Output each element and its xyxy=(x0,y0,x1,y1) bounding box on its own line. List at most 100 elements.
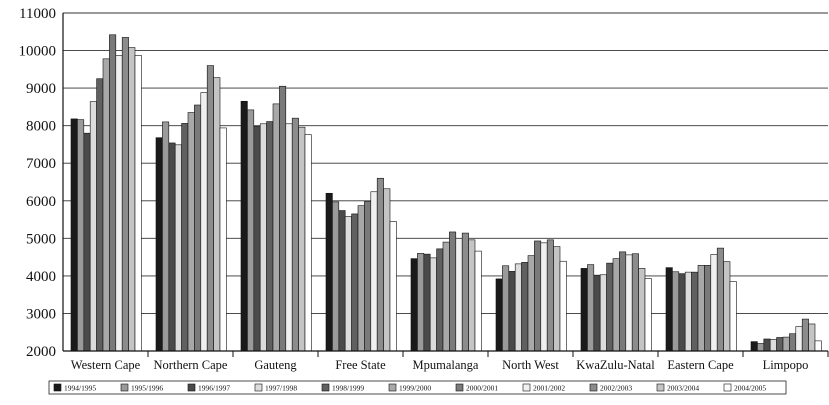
bar xyxy=(455,238,463,352)
bar xyxy=(364,201,372,352)
bar xyxy=(247,109,255,352)
y-tick-label: 6000 xyxy=(26,194,56,210)
x-tick-label: Gauteng xyxy=(254,358,297,372)
bar xyxy=(612,258,620,352)
bar xyxy=(298,126,306,352)
bar xyxy=(253,126,261,352)
y-tick-label: 11000 xyxy=(19,6,56,22)
bar xyxy=(70,118,78,352)
legend-label: 2000/2001 xyxy=(466,384,498,393)
bar xyxy=(357,205,365,352)
bar xyxy=(213,77,221,352)
bar xyxy=(587,264,595,352)
bar xyxy=(187,112,195,352)
bar xyxy=(417,253,425,352)
bar xyxy=(89,101,97,352)
bar xyxy=(376,177,384,352)
bar xyxy=(291,117,299,352)
bar xyxy=(423,253,431,352)
bar xyxy=(580,268,588,352)
bar xyxy=(625,254,633,352)
bar xyxy=(83,132,91,352)
legend-swatch xyxy=(388,383,397,392)
bar xyxy=(521,262,529,352)
bar xyxy=(436,248,444,352)
bar xyxy=(351,213,359,352)
bar xyxy=(410,258,418,352)
bar xyxy=(697,265,705,352)
bar xyxy=(474,250,482,352)
bar xyxy=(121,37,129,352)
bar xyxy=(332,201,340,352)
bar xyxy=(442,241,450,352)
bar xyxy=(769,339,777,352)
bar xyxy=(162,121,170,352)
bar xyxy=(795,326,803,352)
bar xyxy=(325,192,333,352)
axes: 2000 3000 4000 5000 6000 7000 8000 9000 10000 110… xyxy=(19,6,829,372)
bar xyxy=(272,103,280,352)
y-tick-label: 3000 xyxy=(26,306,56,322)
legend-label: 2003/2004 xyxy=(667,384,699,393)
bar xyxy=(527,255,535,352)
bar xyxy=(593,274,601,352)
bar xyxy=(181,123,189,352)
legend-swatch xyxy=(522,383,531,392)
bar xyxy=(200,92,208,352)
bar xyxy=(449,231,457,352)
bar xyxy=(219,127,227,352)
bar xyxy=(691,271,699,352)
legend-label: 1995/1996 xyxy=(131,384,163,393)
legend-label: 2001/2002 xyxy=(533,384,565,393)
legend-label: 2004/2005 xyxy=(734,384,766,393)
bar xyxy=(134,55,142,352)
legend-label: 1996/1997 xyxy=(198,384,230,393)
bar xyxy=(240,100,248,352)
legend-swatch xyxy=(321,383,330,392)
bar xyxy=(638,268,646,352)
legend-swatch xyxy=(455,383,464,392)
legend-label: 2002/2003 xyxy=(600,384,632,393)
bar xyxy=(776,337,784,352)
bar xyxy=(266,121,274,352)
legend-swatch xyxy=(254,383,263,392)
bar xyxy=(109,34,117,352)
x-tick-label: Northern Cape xyxy=(154,358,228,372)
legend-label: 1997/1998 xyxy=(265,384,297,393)
bar xyxy=(304,134,312,352)
bar xyxy=(801,318,809,352)
bar xyxy=(194,104,202,352)
bar xyxy=(128,47,136,352)
legend-swatch xyxy=(656,383,665,392)
legend-swatch xyxy=(723,383,732,392)
bar xyxy=(546,239,554,352)
x-tick-label: KwaZulu-Natal xyxy=(576,358,655,372)
x-tick-label: Eastern Cape xyxy=(667,358,734,372)
bar xyxy=(716,247,724,352)
x-tick-label: Limpopo xyxy=(763,358,809,372)
legend-label: 1994/1995 xyxy=(64,384,96,393)
bar xyxy=(599,274,607,352)
bar xyxy=(710,254,718,352)
y-tick-label: 8000 xyxy=(26,119,56,135)
bar xyxy=(678,273,686,352)
bar xyxy=(540,242,548,352)
bars xyxy=(70,34,822,352)
bar xyxy=(514,263,522,352)
legend-swatch xyxy=(589,383,598,392)
bar xyxy=(461,232,469,352)
bar xyxy=(704,265,712,352)
bar xyxy=(429,257,437,352)
bar xyxy=(77,119,85,352)
x-tick-label: North West xyxy=(502,358,559,372)
bar xyxy=(502,265,510,352)
bar xyxy=(115,55,123,352)
bar xyxy=(729,281,737,352)
legend-swatch xyxy=(187,383,196,392)
bar xyxy=(168,142,176,352)
bar xyxy=(757,343,765,352)
y-tick-label: 5000 xyxy=(26,231,56,247)
x-tick-label: Mpumalanga xyxy=(413,358,479,372)
